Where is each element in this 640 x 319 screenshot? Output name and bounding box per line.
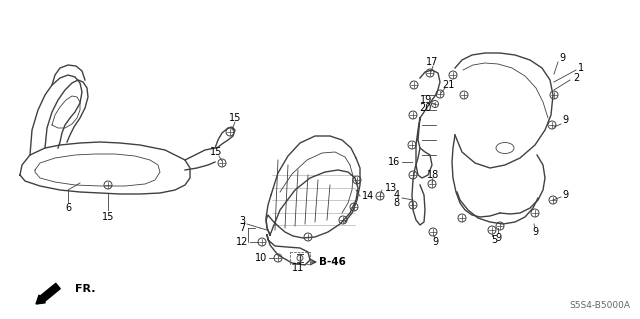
Text: 20: 20 (420, 103, 432, 113)
Text: 5: 5 (491, 235, 497, 245)
Text: 15: 15 (210, 147, 222, 157)
Circle shape (297, 255, 303, 261)
Text: 19: 19 (420, 95, 432, 105)
Text: 18: 18 (427, 170, 439, 180)
Text: 9: 9 (562, 190, 568, 200)
Text: 13: 13 (385, 183, 397, 193)
Text: 9: 9 (495, 233, 501, 243)
Text: 15: 15 (229, 113, 241, 123)
Text: 3: 3 (239, 216, 245, 226)
Text: 12: 12 (236, 237, 248, 247)
Text: 8: 8 (394, 198, 400, 208)
Text: 2: 2 (573, 73, 579, 83)
Text: FR.: FR. (75, 284, 95, 294)
Text: 4: 4 (394, 190, 400, 200)
Bar (290, 252, 310, 264)
Text: 17: 17 (426, 57, 438, 67)
Text: 7: 7 (239, 223, 245, 233)
Text: 21: 21 (442, 80, 454, 90)
Text: 9: 9 (532, 227, 538, 237)
Text: 10: 10 (255, 253, 267, 263)
Text: 9: 9 (432, 237, 438, 247)
Text: 6: 6 (65, 203, 71, 213)
Text: 14: 14 (362, 191, 374, 201)
Text: 9: 9 (559, 53, 565, 63)
Text: 1: 1 (578, 63, 584, 73)
Text: S5S4-B5000A: S5S4-B5000A (569, 301, 630, 310)
Text: 16: 16 (388, 157, 400, 167)
Text: 11: 11 (292, 263, 304, 273)
Text: 15: 15 (102, 212, 114, 222)
Text: 9: 9 (562, 115, 568, 125)
Text: B-46: B-46 (319, 257, 346, 267)
FancyArrow shape (36, 283, 60, 304)
